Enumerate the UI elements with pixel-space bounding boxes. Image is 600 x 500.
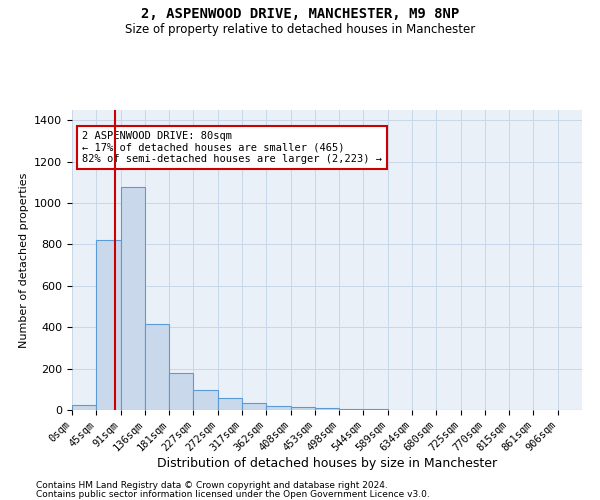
Bar	[193, 390, 218, 410]
Text: 2 ASPENWOOD DRIVE: 80sqm
← 17% of detached houses are smaller (465)
82% of semi-: 2 ASPENWOOD DRIVE: 80sqm ← 17% of detach…	[82, 131, 382, 164]
Bar	[72, 405, 96, 410]
Text: Distribution of detached houses by size in Manchester: Distribution of detached houses by size …	[157, 458, 497, 470]
Bar	[290, 407, 315, 410]
Text: Contains HM Land Registry data © Crown copyright and database right 2024.: Contains HM Land Registry data © Crown c…	[36, 481, 388, 490]
Bar	[169, 373, 193, 410]
Bar	[315, 408, 339, 410]
Bar	[121, 186, 145, 410]
Y-axis label: Number of detached properties: Number of detached properties	[19, 172, 29, 348]
Text: 2, ASPENWOOD DRIVE, MANCHESTER, M9 8NP: 2, ASPENWOOD DRIVE, MANCHESTER, M9 8NP	[141, 8, 459, 22]
Bar	[96, 240, 121, 410]
Bar	[242, 404, 266, 410]
Bar	[339, 409, 364, 410]
Text: Size of property relative to detached houses in Manchester: Size of property relative to detached ho…	[125, 22, 475, 36]
Bar	[218, 398, 242, 410]
Bar	[145, 324, 169, 410]
Bar	[266, 406, 290, 410]
Text: Contains public sector information licensed under the Open Government Licence v3: Contains public sector information licen…	[36, 490, 430, 499]
